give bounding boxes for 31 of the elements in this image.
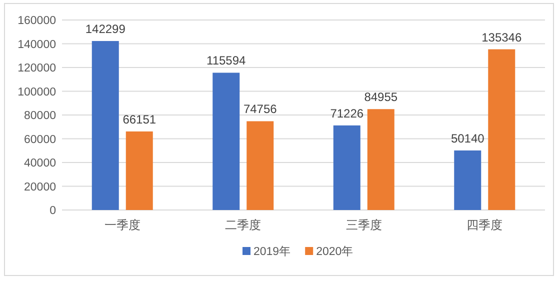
bar — [126, 131, 153, 210]
bar — [333, 125, 360, 210]
y-tick-label: 80000 — [24, 110, 56, 122]
y-tick-label: 140000 — [18, 38, 56, 51]
x-tick-label: 四季度 — [466, 218, 503, 232]
data-label: 115594 — [206, 54, 246, 68]
bar — [488, 49, 516, 210]
y-tick-label: 40000 — [24, 158, 56, 170]
legend-label: 2020年 — [316, 245, 354, 258]
y-tick-label: 120000 — [18, 62, 56, 74]
x-tick-label: 一季度 — [104, 218, 140, 232]
data-label: 66151 — [122, 112, 156, 126]
bar — [246, 121, 274, 210]
y-tick-label: 160000 — [18, 15, 56, 27]
bar — [92, 41, 119, 210]
x-tick-label: 二季度 — [225, 218, 262, 232]
y-tick-label: 20000 — [24, 181, 56, 194]
data-label: 71226 — [330, 106, 364, 120]
data-label: 142299 — [85, 22, 126, 36]
data-label: 135346 — [482, 30, 522, 44]
bar — [367, 109, 394, 210]
data-label: 50140 — [450, 131, 485, 146]
y-tick-label: 100000 — [18, 86, 56, 98]
bar — [454, 150, 482, 210]
data-label: 74756 — [243, 102, 278, 116]
legend-label: 2019年 — [254, 245, 292, 258]
y-tick-label: 60000 — [24, 134, 56, 146]
y-tick-label: 0 — [50, 205, 56, 217]
bar — [212, 72, 240, 210]
x-tick-label: 三季度 — [346, 218, 382, 232]
data-label: 84955 — [364, 90, 398, 104]
